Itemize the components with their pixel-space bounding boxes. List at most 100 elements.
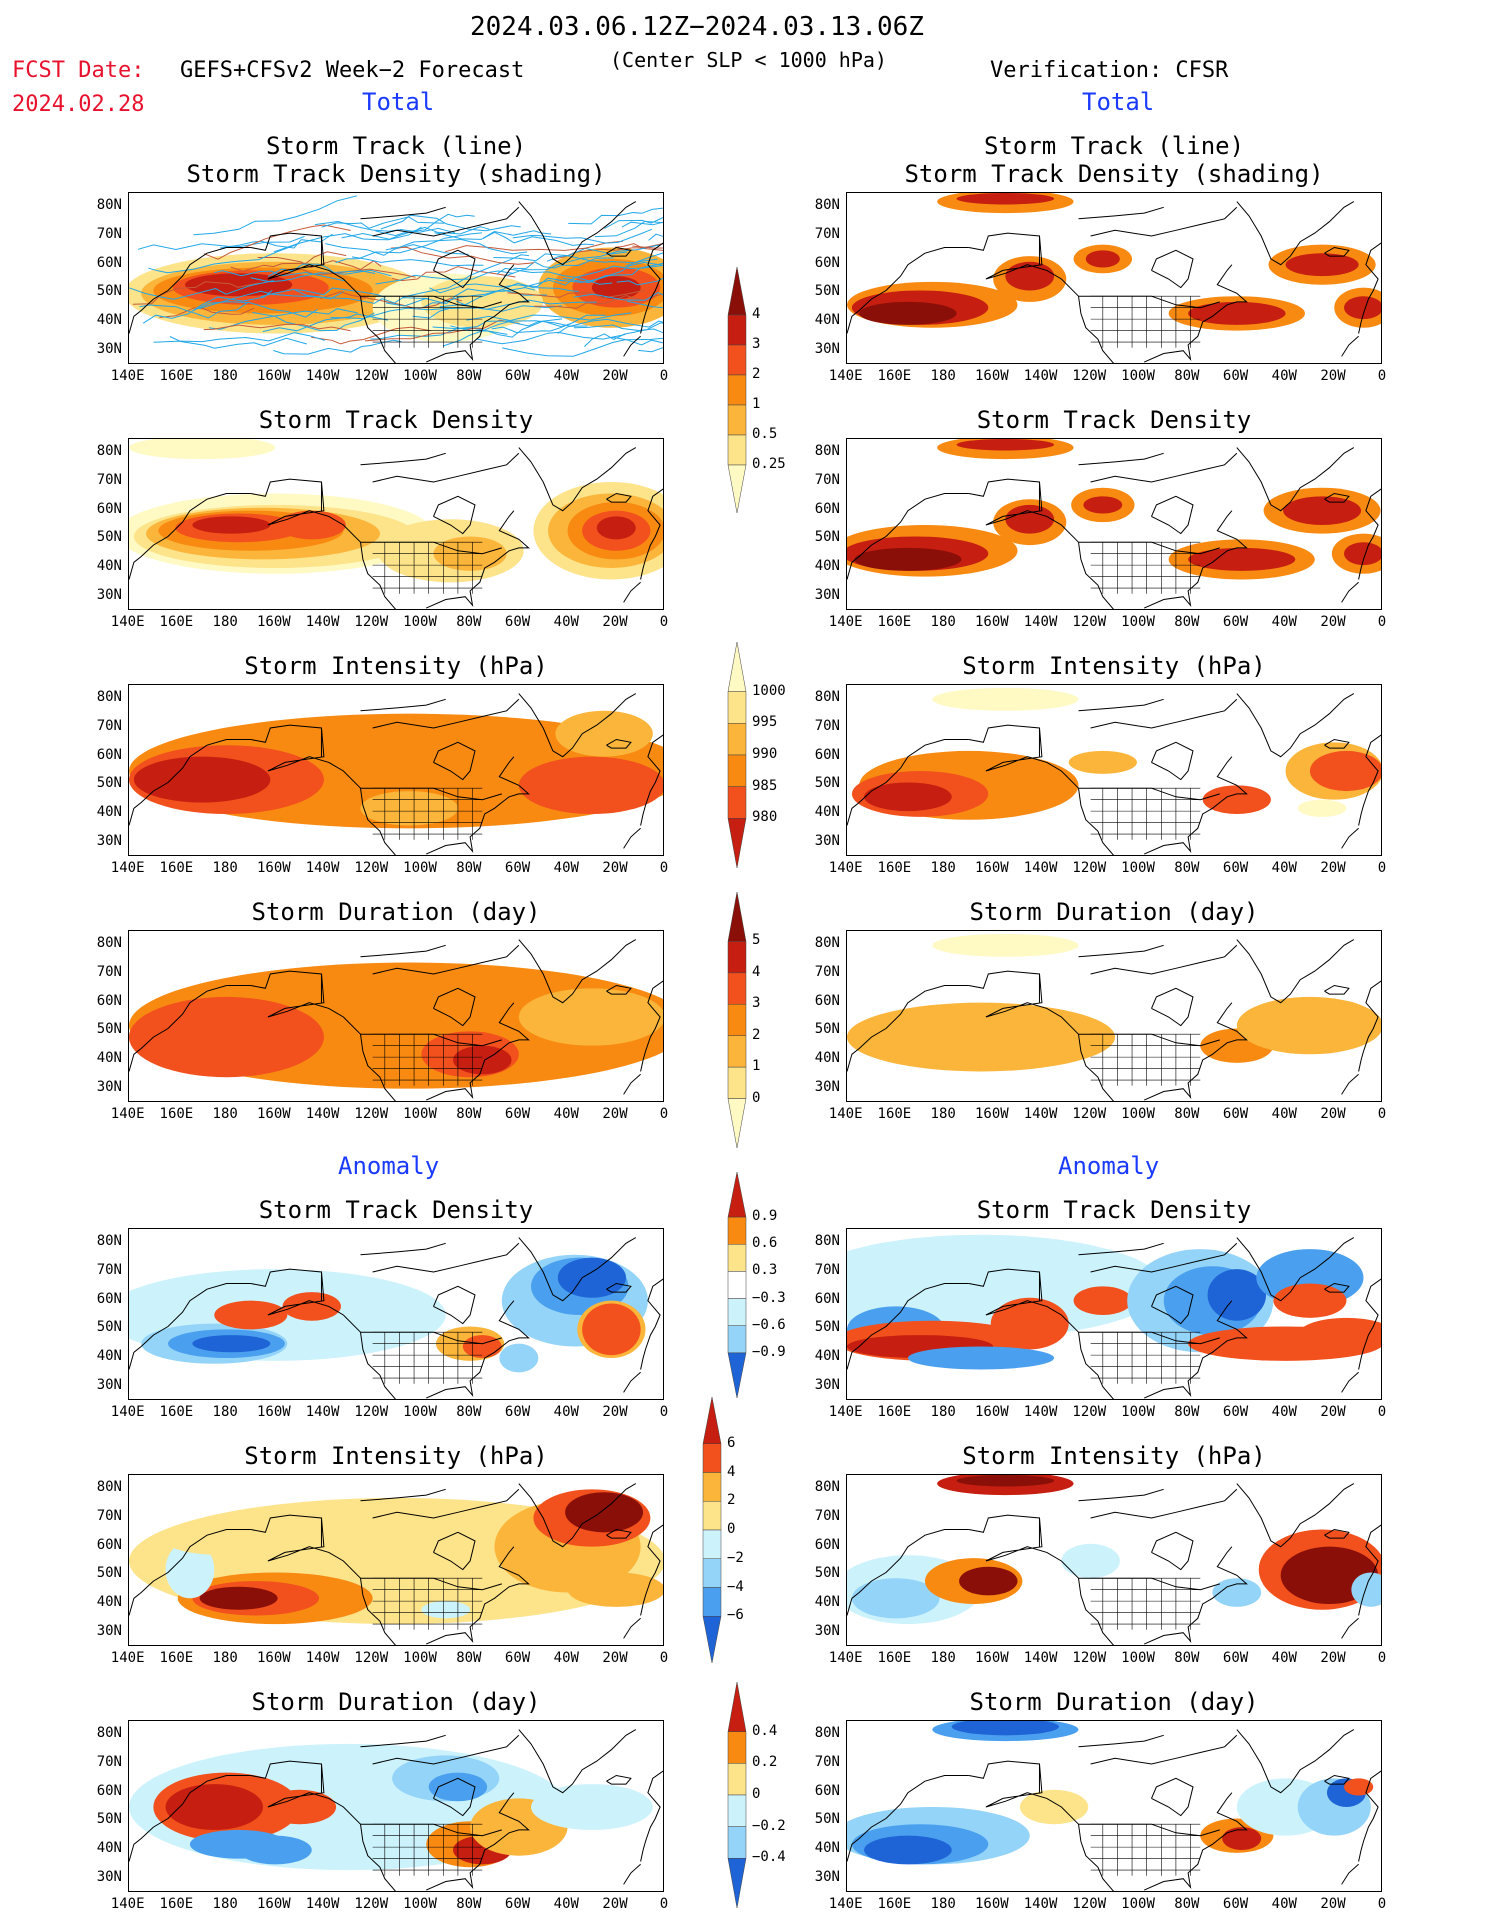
- forecast-anomaly-intensity-lat-tick: 80N: [96, 1479, 122, 1496]
- forecast-anomaly-density-lon-tick: 120W: [354, 1404, 389, 1420]
- verification-anomaly-intensity-lon-tick: 20W: [1320, 1650, 1346, 1666]
- left-anomaly-label: Anomaly: [338, 1152, 440, 1180]
- forecast-total-duration-lon-tick: 100W: [403, 1106, 437, 1122]
- verification-total-density-shade-14: [1344, 542, 1381, 566]
- forecast-anomaly-intensity-lon-tick: 120W: [354, 1650, 389, 1666]
- anom-duration-colorbar-label: −0.2: [752, 1817, 786, 1834]
- forecast-total-track-track-36: [402, 254, 529, 298]
- forecast-total-intensity-coastline-7: [518, 693, 637, 758]
- forecast-anomaly-duration-title-line: Storm Duration (day): [251, 1688, 541, 1716]
- anom-density-colorbar-seg-6: [727, 1352, 747, 1399]
- verification-total-intensity-title: Storm Intensity (hPa): [846, 652, 1382, 680]
- forecast-anomaly-intensity-coastline-6: [360, 1488, 446, 1502]
- verification-anomaly-duration-shade-5: [1019, 1789, 1089, 1825]
- verification-anomaly-duration-shade-11: [1344, 1778, 1374, 1796]
- forecast-total-track-track-50: [614, 243, 663, 251]
- verification-anomaly-density-lon-tick: 140W: [1023, 1404, 1058, 1420]
- forecast-total-track-coastline-1: [250, 232, 361, 297]
- verification-anomaly-duration-coastline-8: [1324, 1774, 1350, 1785]
- verification-anomaly-duration-lon-tick: 0: [1377, 1896, 1387, 1912]
- forecast-total-duration-lat-tick: 60N: [96, 992, 122, 1009]
- verification-anomaly-density-lat-tick: 70N: [814, 1262, 840, 1278]
- verification-anomaly-duration-title-line: Storm Duration (day): [969, 1688, 1259, 1716]
- forecast-anomaly-density-lat-tick: 60N: [96, 1290, 122, 1307]
- verification-total-density-coastline-1: [968, 478, 1079, 543]
- forecast-total-track-track-64: [648, 233, 663, 241]
- forecast-total-intensity-lat-tick: 80N: [96, 689, 122, 706]
- forecast-total-duration-lat-tick: 30N: [96, 1078, 122, 1095]
- forecast-total-track-track-33: [557, 318, 663, 334]
- verification-total-intensity-lon-tick: 120W: [1072, 860, 1107, 876]
- verification-total-density-shade-10: [1188, 547, 1296, 571]
- forecast-anomaly-duration-coastline-10: [623, 1863, 641, 1885]
- duration-colorbar-label: 3: [752, 995, 761, 1012]
- verification-anomaly-density-lat-tick: 80N: [814, 1233, 840, 1250]
- verification-total-duration-coastline-3: [1143, 1002, 1248, 1101]
- verification-total-track-lon-tick: 40W: [1271, 368, 1297, 384]
- anom-intensity-colorbar-label: −6: [727, 1607, 744, 1624]
- verification-anomaly-intensity-shade-1: [956, 1475, 1055, 1487]
- duration-colorbar-label: 0: [752, 1089, 761, 1106]
- verification-anomaly-intensity-coastline-2: [1078, 1578, 1114, 1645]
- density-colorbar-seg-0: [727, 266, 747, 316]
- verification-anomaly-density-svg: [847, 1234, 1381, 1399]
- verification-anomaly-density-shade-8: [1207, 1269, 1267, 1321]
- forecast-total-track-lon-tick: 160W: [256, 368, 291, 384]
- forecast-anomaly-density-lon-tick: 80W: [456, 1404, 482, 1420]
- anom-intensity-colorbar-seg-1: [702, 1443, 722, 1473]
- forecast-total-track-track-62: [260, 287, 386, 298]
- verification-anomaly-duration-lat-tick: 70N: [814, 1754, 840, 1770]
- intensity-colorbar-seg-4: [727, 786, 747, 819]
- verification-total-track-lat-tick: 50N: [814, 283, 840, 300]
- forecast-total-duration-coastline-10: [623, 1073, 641, 1095]
- forecast-total-track-track-10: [364, 319, 520, 342]
- verification-total-track-lon-tick: 180: [930, 368, 956, 384]
- verification-anomaly-duration-coastline-9: [1358, 1770, 1381, 1862]
- verification-anomaly-density-title-line: Storm Track Density: [976, 1196, 1252, 1224]
- verification-total-intensity-lon-tick: 140E: [828, 860, 863, 876]
- verification-anomaly-density-lat-tick: 50N: [814, 1319, 840, 1336]
- verification-total-track-title-line: Storm Track (line): [983, 132, 1245, 160]
- verification-anomaly-intensity-title-line: Storm Intensity (hPa): [962, 1442, 1266, 1470]
- forecast-total-intensity-map: [128, 684, 664, 856]
- verification-anomaly-duration-lon-tick: 120W: [1072, 1896, 1107, 1912]
- forecast-total-duration-lon-tick: 140E: [110, 1106, 145, 1122]
- anom-intensity-colorbar-seg-7: [702, 1616, 722, 1664]
- forecast-total-intensity-title-line: Storm Intensity (hPa): [244, 652, 548, 680]
- verification-anomaly-duration-coastline-1: [968, 1760, 1079, 1825]
- forecast-total-track-coastline-4: [433, 249, 476, 289]
- forecast-total-track-track-47: [502, 337, 663, 357]
- verification-total-density-lon-tick: 0: [1377, 614, 1387, 630]
- density-colorbar-seg-5: [727, 434, 747, 466]
- forecast-anomaly-density-coastline-1: [250, 1268, 361, 1333]
- forecast-anomaly-intensity-lon-tick: 20W: [602, 1650, 628, 1666]
- forecast-total-density-lon-tick: 60W: [504, 614, 531, 630]
- forecast-total-track-track-87: [573, 292, 663, 301]
- verification-total-intensity-border-canada: [1078, 787, 1220, 801]
- forecast-total-track-lat-tick: 70N: [96, 226, 122, 242]
- verification-anomaly-duration-coastline-7: [1236, 1729, 1355, 1794]
- verification-total-density-lat-tick: 40N: [814, 558, 840, 574]
- forecast-total-density-title-line: Storm Track Density: [258, 406, 534, 434]
- forecast-anomaly-intensity-lat-tick: 60N: [96, 1536, 122, 1553]
- forecast-anomaly-duration-coastline-6: [360, 1734, 446, 1748]
- forecast-total-intensity-coastline-1: [250, 724, 361, 789]
- verification-anomaly-duration-lat-tick: 80N: [814, 1725, 840, 1742]
- forecast-total-density-border-canada: [360, 541, 502, 555]
- forecast-anomaly-duration-border-canada: [360, 1823, 502, 1837]
- forecast-anomaly-intensity-coastline-0: [129, 1529, 251, 1616]
- verification-total-duration-svg: [847, 933, 1381, 1101]
- verification-anomaly-intensity-lon-tick: 180: [930, 1650, 956, 1666]
- anom-intensity-colorbar-seg-3: [702, 1501, 722, 1531]
- forecast-anomaly-intensity-shade-4: [165, 1540, 215, 1599]
- verification-anomaly-density-lon-tick: 160W: [974, 1404, 1009, 1420]
- forecast-total-duration-lon-tick: 120W: [354, 1106, 389, 1122]
- verification-anomaly-density-shade-5: [1073, 1286, 1133, 1315]
- duration-colorbar-seg-1: [727, 941, 747, 974]
- forecast-total-track-coastline-2: [360, 296, 396, 363]
- verification-anomaly-intensity-shade-6: [1061, 1543, 1120, 1579]
- forecast-total-track-track-69: [568, 207, 663, 225]
- anom-density-colorbar-seg-2: [727, 1244, 747, 1272]
- forecast-anomaly-density-coastline-7: [518, 1237, 637, 1302]
- duration-colorbar-label: 2: [752, 1026, 761, 1043]
